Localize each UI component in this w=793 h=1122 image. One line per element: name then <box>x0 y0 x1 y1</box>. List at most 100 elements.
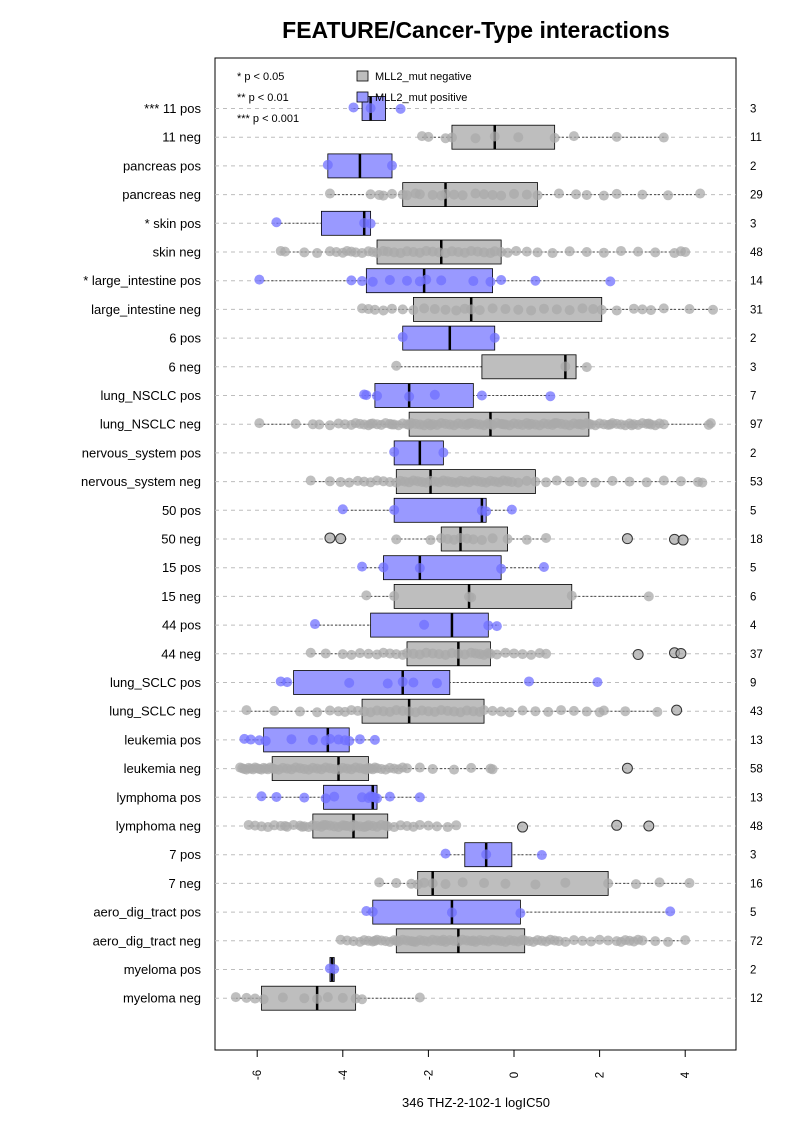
plot-frame <box>214 57 737 1051</box>
x-tick-label: 2 <box>595 1072 607 1078</box>
row-count: 48 <box>750 247 763 259</box>
box-positive <box>383 555 502 581</box>
data-point <box>414 189 425 200</box>
data-point <box>577 476 588 487</box>
data-point <box>271 217 282 228</box>
data-point <box>440 848 451 859</box>
data-point <box>641 477 652 488</box>
data-point <box>590 477 601 488</box>
data-point <box>446 907 457 918</box>
data-point <box>299 247 310 258</box>
data-point <box>451 820 462 831</box>
row-label: lung_NSCLC neg <box>100 417 201 432</box>
data-point <box>466 592 477 603</box>
data-point <box>374 877 385 888</box>
data-point <box>449 764 460 775</box>
data-point <box>483 620 494 631</box>
data-point <box>440 879 451 890</box>
box-positive <box>393 497 487 523</box>
data-point <box>665 906 676 917</box>
data-point <box>684 878 695 889</box>
data-point <box>564 305 575 316</box>
data-point <box>369 734 380 745</box>
row-count: 43 <box>750 706 763 718</box>
data-point <box>530 476 541 487</box>
data-point <box>521 189 532 200</box>
row-label: aero_dig_tract pos <box>93 905 201 920</box>
data-point <box>427 763 438 774</box>
data-point <box>277 992 288 1003</box>
row-label: 7 neg <box>168 876 201 891</box>
row-count: 58 <box>750 764 763 776</box>
data-point <box>633 246 644 257</box>
box-positive <box>372 899 521 925</box>
row-label: pancreas pos <box>123 158 202 173</box>
data-point <box>245 734 256 745</box>
data-point <box>391 360 402 371</box>
data-point <box>384 275 395 285</box>
data-point <box>658 303 669 314</box>
data-point <box>324 532 336 544</box>
data-point <box>581 706 592 717</box>
data-point <box>545 391 556 402</box>
data-point <box>431 678 442 689</box>
data-point <box>541 532 552 543</box>
boxes <box>235 96 714 1011</box>
data-point <box>675 647 687 659</box>
x-tick-label: -2 <box>423 1070 435 1080</box>
data-point <box>517 821 529 833</box>
data-point <box>521 475 532 486</box>
data-point <box>312 248 323 259</box>
data-point <box>230 992 241 1003</box>
data-point <box>628 303 639 314</box>
data-point <box>378 562 389 573</box>
data-point <box>530 706 541 717</box>
data-point <box>592 677 603 688</box>
data-point <box>419 877 430 888</box>
data-point <box>372 390 383 401</box>
box-positive <box>293 670 451 695</box>
data-point <box>468 534 479 545</box>
row-count: 3 <box>750 218 756 230</box>
data-point <box>318 819 329 830</box>
data-point <box>286 734 297 745</box>
data-point <box>654 877 665 888</box>
data-point <box>305 475 316 486</box>
data-points <box>230 102 719 1005</box>
data-point <box>389 446 400 457</box>
data-point <box>611 819 623 831</box>
data-point <box>389 591 400 602</box>
data-point <box>479 705 490 716</box>
data-point <box>369 304 380 315</box>
data-point <box>387 303 398 314</box>
x-tick-label: -4 <box>338 1069 350 1080</box>
data-point <box>344 735 355 746</box>
data-point <box>487 533 498 544</box>
row-count: 2 <box>750 448 756 460</box>
data-point <box>598 190 609 201</box>
data-point <box>361 590 372 601</box>
row-label: 6 pos <box>169 331 201 346</box>
data-point <box>414 762 425 773</box>
data-point <box>663 936 674 947</box>
data-point <box>621 533 633 545</box>
data-point <box>491 649 502 660</box>
box-negative <box>451 124 556 150</box>
row-label: 15 neg <box>161 589 201 604</box>
data-point <box>521 246 532 257</box>
data-point <box>476 390 487 401</box>
row-count: 9 <box>750 678 756 690</box>
data-point <box>402 763 412 774</box>
data-point <box>677 534 689 546</box>
data-point <box>442 822 453 833</box>
data-point <box>241 705 252 716</box>
data-point <box>487 189 498 200</box>
data-point <box>502 247 513 258</box>
data-point <box>320 648 331 659</box>
row-label: 11 neg <box>162 130 201 145</box>
data-point <box>500 647 511 658</box>
data-point <box>643 820 655 832</box>
data-point <box>414 792 425 803</box>
data-point <box>305 647 316 658</box>
data-point <box>365 218 376 229</box>
